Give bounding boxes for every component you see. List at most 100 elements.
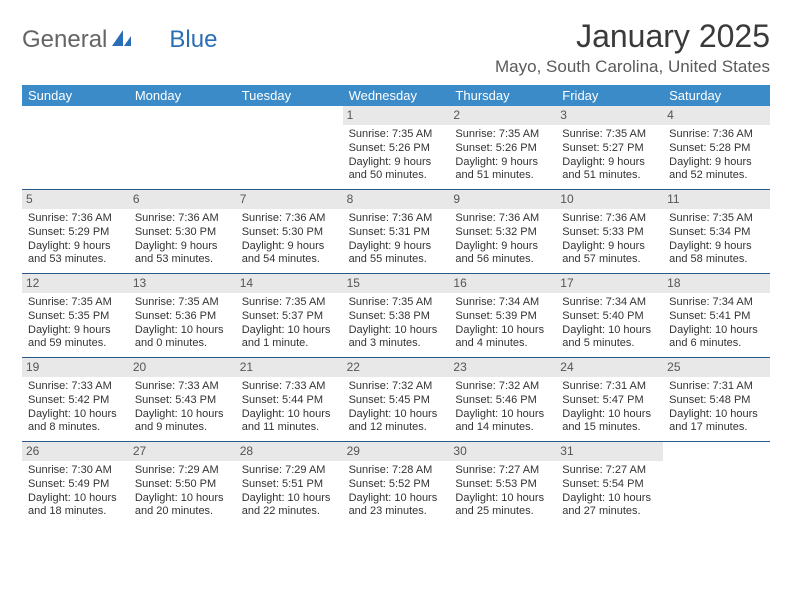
info-line: Daylight: 10 hours [28,408,123,422]
info-line: and 25 minutes. [455,505,550,519]
day-info: Sunrise: 7:35 AMSunset: 5:38 PMDaylight:… [347,296,446,351]
info-line: Sunrise: 7:36 AM [562,212,657,226]
info-line: Sunrise: 7:33 AM [135,380,230,394]
day-cell: 31Sunrise: 7:27 AMSunset: 5:54 PMDayligh… [556,442,663,525]
day-info: Sunrise: 7:36 AMSunset: 5:31 PMDaylight:… [347,212,446,267]
day-info: Sunrise: 7:36 AMSunset: 5:33 PMDaylight:… [560,212,659,267]
day-number: 26 [22,442,129,461]
info-line: Sunset: 5:31 PM [349,226,444,240]
day-cell: 29Sunrise: 7:28 AMSunset: 5:52 PMDayligh… [343,442,450,525]
info-line: Daylight: 10 hours [242,492,337,506]
day-info: Sunrise: 7:33 AMSunset: 5:43 PMDaylight:… [133,380,232,435]
info-line: and 58 minutes. [669,253,764,267]
info-line: Sunset: 5:40 PM [562,310,657,324]
info-line: and 12 minutes. [349,421,444,435]
info-line: and 18 minutes. [28,505,123,519]
info-line: Daylight: 10 hours [349,492,444,506]
info-line: Sunset: 5:41 PM [669,310,764,324]
day-number: 7 [236,190,343,209]
info-line: Sunrise: 7:36 AM [28,212,123,226]
day-cell [236,106,343,189]
info-line: and 3 minutes. [349,337,444,351]
info-line: Sunset: 5:51 PM [242,478,337,492]
day-cell: 30Sunrise: 7:27 AMSunset: 5:53 PMDayligh… [449,442,556,525]
info-line: and 55 minutes. [349,253,444,267]
day-cell: 1Sunrise: 7:35 AMSunset: 5:26 PMDaylight… [343,106,450,189]
info-line: Daylight: 9 hours [669,156,764,170]
info-line: Sunset: 5:28 PM [669,142,764,156]
day-number: 8 [343,190,450,209]
day-number: 25 [663,358,770,377]
info-line: and 11 minutes. [242,421,337,435]
day-cell: 26 Sunrise: 7:30 AMSunset: 5:49 PMDayligh… [22,442,129,525]
day-info: Sunrise: 7:36 AMSunset: 5:32 PMDaylight:… [453,212,552,267]
day-info: Sunrise: 7:34 AMSunset: 5:39 PMDaylight:… [453,296,552,351]
info-line: and 6 minutes. [669,337,764,351]
day-info: Sunrise: 7:33 AMSunset: 5:42 PMDaylight:… [26,380,125,435]
info-line: and 53 minutes. [135,253,230,267]
info-line: and 50 minutes. [349,169,444,183]
day-cell: 4 Sunrise: 7:36 AMSunset: 5:28 PMDaylight… [663,106,770,189]
info-line: Sunset: 5:26 PM [349,142,444,156]
info-line: Sunrise: 7:32 AM [349,380,444,394]
day-number: 16 [449,274,556,293]
day-cell: 3Sunrise: 7:35 AMSunset: 5:27 PMDaylight… [556,106,663,189]
info-line: Sunset: 5:30 PM [242,226,337,240]
day-info: Sunrise: 7:27 AMSunset: 5:54 PMDaylight:… [560,464,659,519]
info-line: Sunset: 5:36 PM [135,310,230,324]
day-header: Monday [129,85,236,106]
day-header-row: SundayMondayTuesdayWednesdayThursdayFrid… [22,85,770,106]
calendar: SundayMondayTuesdayWednesdayThursdayFrid… [22,85,770,525]
info-line: Sunrise: 7:27 AM [455,464,550,478]
info-line: Daylight: 9 hours [669,240,764,254]
info-line: Sunset: 5:50 PM [135,478,230,492]
day-info: Sunrise: 7:35 AMSunset: 5:35 PMDaylight:… [26,296,125,351]
day-number: 4 [663,106,770,125]
day-cell: 10Sunrise: 7:36 AMSunset: 5:33 PMDayligh… [556,190,663,273]
info-line: Daylight: 9 hours [349,240,444,254]
day-cell: 11Sunrise: 7:35 AMSunset: 5:34 PMDayligh… [663,190,770,273]
day-number: 11 [663,190,770,209]
info-line: and 5 minutes. [562,337,657,351]
day-cell: 27Sunrise: 7:29 AMSunset: 5:50 PMDayligh… [129,442,236,525]
info-line: Sunrise: 7:35 AM [135,296,230,310]
day-cell [663,442,770,525]
day-info: Sunrise: 7:35 AMSunset: 5:37 PMDaylight:… [240,296,339,351]
info-line: and 22 minutes. [242,505,337,519]
day-number: 19 [22,358,129,377]
day-info: Sunrise: 7:32 AMSunset: 5:46 PMDaylight:… [453,380,552,435]
info-line: Sunrise: 7:33 AM [28,380,123,394]
logo-text-blue: Blue [169,26,217,54]
info-line: Sunrise: 7:35 AM [349,128,444,142]
info-line: Sunrise: 7:36 AM [669,128,764,142]
info-line: and 17 minutes. [669,421,764,435]
day-info: Sunrise: 7:30 AMSunset: 5:49 PMDaylight:… [26,464,125,519]
day-header: Saturday [663,85,770,106]
info-line: Sunrise: 7:32 AM [455,380,550,394]
day-info: Sunrise: 7:33 AMSunset: 5:44 PMDaylight:… [240,380,339,435]
day-cell [129,106,236,189]
sail-icon [111,29,133,47]
info-line: Daylight: 9 hours [455,240,550,254]
day-number: 29 [343,442,450,461]
info-line: Daylight: 10 hours [349,324,444,338]
day-cell: 28Sunrise: 7:29 AMSunset: 5:51 PMDayligh… [236,442,343,525]
info-line: Daylight: 10 hours [455,492,550,506]
day-header: Wednesday [343,85,450,106]
info-line: Sunset: 5:43 PM [135,394,230,408]
week-row: 5Sunrise: 7:36 AMSunset: 5:29 PMDaylight… [22,190,770,274]
info-line: Sunset: 5:54 PM [562,478,657,492]
info-line: Sunrise: 7:29 AM [242,464,337,478]
info-line: and 9 minutes. [135,421,230,435]
day-info: Sunrise: 7:36 AMSunset: 5:30 PMDaylight:… [240,212,339,267]
info-line: Sunset: 5:39 PM [455,310,550,324]
info-line: Sunset: 5:27 PM [562,142,657,156]
info-line: Sunrise: 7:34 AM [562,296,657,310]
day-number: 20 [129,358,236,377]
info-line: Daylight: 10 hours [669,408,764,422]
info-line: Daylight: 9 hours [455,156,550,170]
info-line: Daylight: 10 hours [562,492,657,506]
day-info: Sunrise: 7:36 AMSunset: 5:29 PMDaylight:… [26,212,125,267]
day-number: 27 [129,442,236,461]
info-line: Sunrise: 7:30 AM [28,464,123,478]
